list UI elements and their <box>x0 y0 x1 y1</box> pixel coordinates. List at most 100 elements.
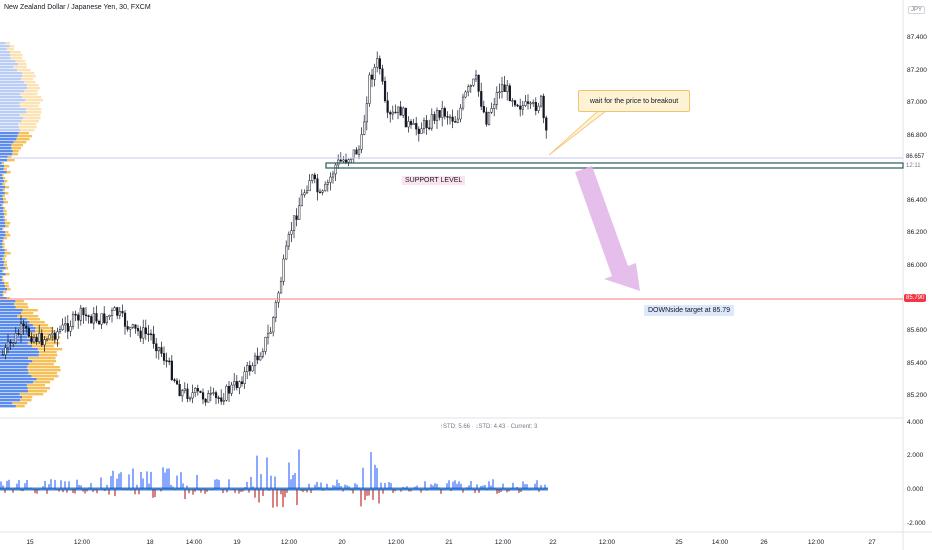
profile-bar-buy <box>0 300 16 303</box>
candle-body <box>45 338 49 341</box>
candle-body <box>170 360 173 380</box>
price-tick-label: 87.200 <box>907 67 927 74</box>
candle-body <box>287 233 290 247</box>
candle-body <box>324 184 327 192</box>
profile-bar-buy <box>0 111 27 114</box>
support-level-zone[interactable] <box>325 162 904 169</box>
candle-body <box>227 386 231 394</box>
profile-bar-sell <box>20 129 35 132</box>
profile-bar-buy <box>0 87 28 90</box>
candle-body <box>142 327 145 339</box>
candle-body <box>313 174 316 180</box>
profile-bar-sell <box>6 48 15 51</box>
profile-bar-sell <box>22 75 36 78</box>
candle-body <box>123 312 127 327</box>
candle-body <box>451 116 454 122</box>
candle-body <box>194 388 197 393</box>
candle-body <box>402 107 405 116</box>
profile-bar-buy <box>0 396 23 399</box>
candle-body <box>420 128 423 134</box>
profile-bar-buy <box>0 264 4 267</box>
candle-body <box>217 397 220 399</box>
profile-bar-buy <box>0 390 28 393</box>
price-axis[interactable]: 87.400 87.200 87.000 86.800 86.400 86.200 86.0… <box>907 34 927 399</box>
profile-bar-sell <box>5 273 10 276</box>
profile-bar-sell <box>5 42 11 45</box>
profile-bar-sell <box>26 111 42 114</box>
profile-bar-buy <box>0 177 4 180</box>
candle-body <box>438 110 441 118</box>
profile-bar-sell <box>3 255 7 258</box>
profile-bar-buy <box>0 387 28 390</box>
candle-body <box>38 333 41 342</box>
profile-bar-buy <box>0 42 6 45</box>
indicator-tick-label: 2.000 <box>907 452 924 459</box>
profile-bar-sell <box>24 81 36 84</box>
time-axis[interactable]: 15 12:00 18 14:00 19 12:00 20 12:00 21 12:00 22 12:… <box>26 539 876 546</box>
profile-bar-buy <box>0 273 6 276</box>
downside-arrow[interactable] <box>575 166 640 291</box>
candle-body <box>383 81 387 102</box>
profile-bar-sell <box>21 72 35 75</box>
candle-body <box>136 328 140 332</box>
profile-bar-sell <box>19 393 44 396</box>
candle-body <box>152 333 155 344</box>
candle-body <box>240 381 244 384</box>
profile-bar-buy <box>0 153 13 156</box>
candle-body <box>105 316 108 324</box>
profile-bar-buy <box>0 360 33 363</box>
profile-bar-sell <box>19 114 41 117</box>
candle-body <box>417 128 420 134</box>
candlestick-series <box>1 51 548 406</box>
support-level-label[interactable]: SUPPORT LEVEL <box>402 176 466 185</box>
candle-body <box>155 343 158 352</box>
candle-body <box>516 104 519 107</box>
candle-body <box>433 114 436 121</box>
profile-bar-sell <box>3 207 6 210</box>
profile-bar-buy <box>0 318 27 321</box>
profile-bar-buy <box>0 225 6 228</box>
candle-body <box>27 328 30 337</box>
currency-tag[interactable]: JPY <box>908 6 926 14</box>
profile-bar-sell <box>26 84 39 87</box>
candle-body <box>207 393 210 403</box>
candle-body <box>378 58 381 70</box>
profile-bar-buy <box>0 126 20 129</box>
candle-body <box>537 105 540 111</box>
candle-body <box>292 215 296 231</box>
candle-body <box>487 112 491 125</box>
candle-body <box>165 360 168 362</box>
profile-bar-buy <box>0 216 4 219</box>
candle-body <box>329 176 332 183</box>
time-tick-label: 12:00 <box>808 539 825 546</box>
candle-body <box>498 91 501 94</box>
profile-bar-buy <box>0 366 28 369</box>
candle-body <box>97 320 101 325</box>
candle-body <box>365 103 368 123</box>
candle-body <box>521 105 524 110</box>
profile-bar-buy <box>0 354 39 357</box>
candle-body <box>422 120 426 130</box>
profile-bar-buy <box>0 243 3 246</box>
candle-body <box>157 347 160 352</box>
candle-body <box>373 66 376 80</box>
callout-note[interactable]: wait for the price to breakout <box>578 90 690 112</box>
profile-bar-sell <box>11 144 24 147</box>
candle-body <box>277 292 280 303</box>
profile-bar-buy <box>0 309 23 312</box>
profile-bar-sell <box>7 159 15 162</box>
profile-bar-sell <box>12 402 28 405</box>
candle-body <box>201 392 205 400</box>
profile-bar-buy <box>0 306 16 309</box>
profile-bar-buy <box>0 159 8 162</box>
profile-bar-sell <box>15 405 25 408</box>
downside-target-label[interactable]: DOWNside target at 85.79 <box>644 305 735 316</box>
current-price-badge: 86.657 <box>904 153 927 161</box>
profile-bar-sell <box>2 240 4 243</box>
profile-bar-sell <box>27 366 60 369</box>
profile-bar-buy <box>0 255 4 258</box>
candle-body <box>25 325 28 329</box>
profile-bar-sell <box>12 153 18 156</box>
candle-body <box>113 307 116 311</box>
